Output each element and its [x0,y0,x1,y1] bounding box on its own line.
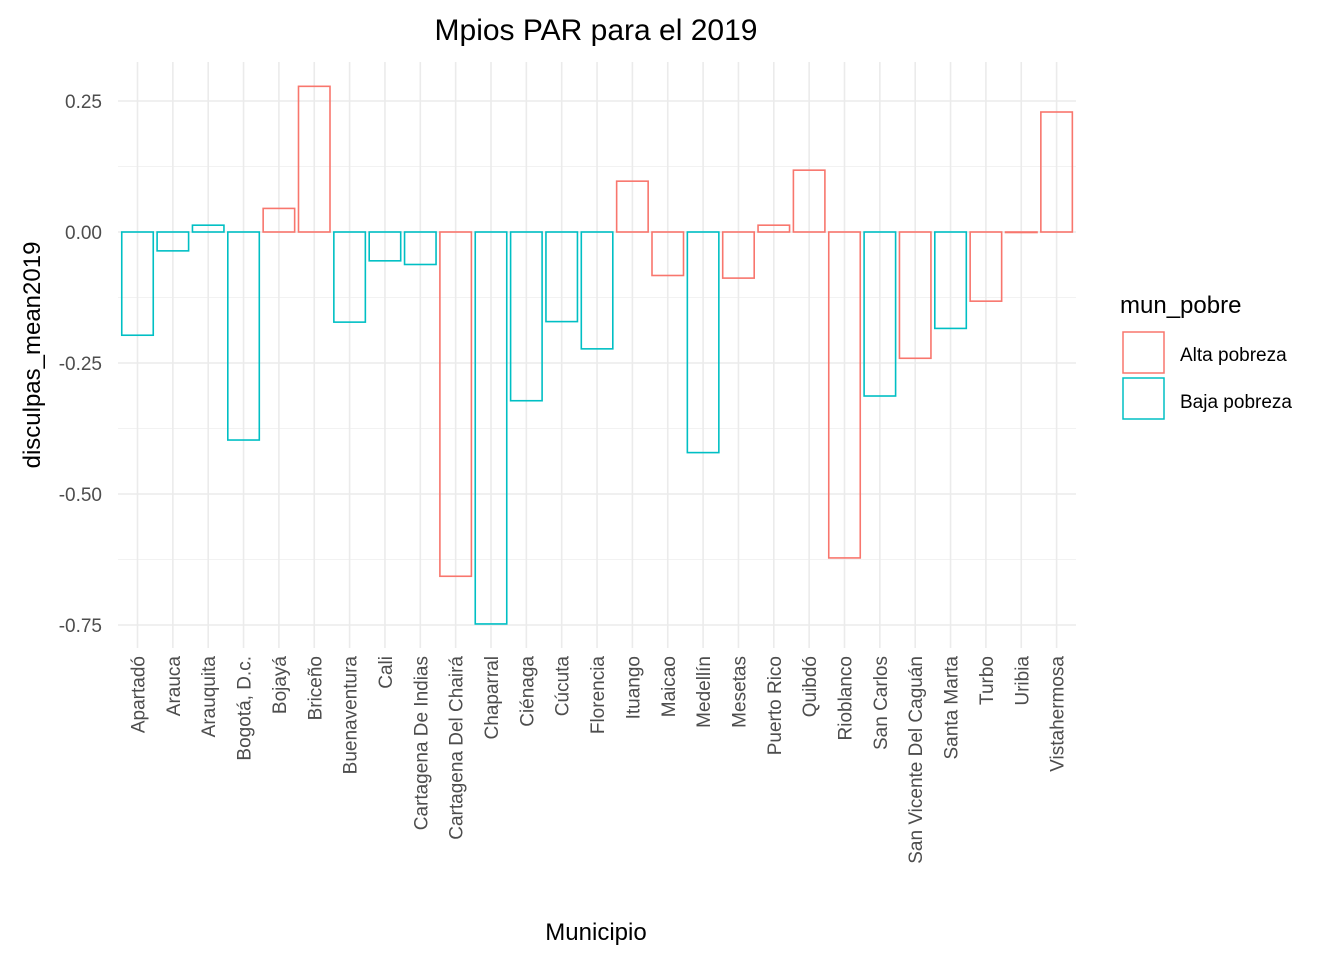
x-tick-label: Buenaventura [341,656,362,775]
y-tick-label: -0.75 [59,616,102,637]
y-tick-label: -0.50 [59,485,102,506]
y-tick-label: 0.25 [65,92,102,113]
x-tick-label: Medellín [694,656,715,728]
bar [439,231,473,578]
x-tick-label: Cartagena Del Chairá [447,656,468,840]
x-tick-label: Chaparral [482,656,503,739]
bar [509,231,543,402]
bars [120,85,1074,625]
legend-label-baja-pobreza: Baja pobreza [1180,392,1292,413]
chart-title: Mpios PAR para el 2019 [435,14,758,47]
y-axis-title: disculpas_mean2019 [19,242,46,469]
bar [403,231,437,266]
grid-major [118,62,1076,648]
bar [898,231,932,360]
bar [686,231,720,454]
x-tick-label: San Vicente Del Caguán [906,656,927,864]
x-tick-label: Maicao [659,656,680,717]
bar [227,231,261,441]
x-tick-label: Apartadó [129,656,150,733]
x-tick-label: Briceño [305,656,326,720]
x-tick-label: Cali [376,656,397,689]
x-tick-label: Bogotá, D.c. [235,656,256,761]
x-tick-label: San Carlos [871,656,892,750]
x-axis-title: Municipio [545,919,646,946]
legend-title: mun_pobre [1120,292,1241,319]
bar [545,231,579,323]
legend-key-alta-pobreza [1122,331,1165,374]
bar [156,231,190,252]
x-tick-label: Bojayá [270,656,291,715]
bar [333,231,367,323]
legend: mun_pobre Alta pobreza Baja pobreza [1120,292,1292,420]
bar [191,224,225,233]
x-tick-label: Rioblanco [836,656,857,741]
y-tick-label: 0.00 [65,223,102,244]
x-tick-label: Arauca [164,656,185,717]
x-tick-labels: Apartadó Arauca Arauquita Bogotá, D.c. Bojay… [129,656,1069,864]
bar [474,231,508,625]
x-tick-label: Turbo [977,656,998,705]
x-tick-label: Cúcuta [553,656,574,717]
legend-key-baja-pobreza [1122,377,1165,420]
x-tick-label: Uribia [1012,656,1033,706]
bar [721,231,756,279]
legend-label-alta-pobreza: Alta pobreza [1180,345,1287,366]
x-tick-label: Vistahermosa [1048,656,1069,772]
bar [120,231,155,337]
bar [615,180,649,233]
x-tick-label: Puerto Rico [765,656,786,755]
bar [580,231,614,350]
bar [863,231,897,397]
bar [297,85,331,233]
x-tick-label: Santa Marta [942,656,963,760]
bar [933,231,968,330]
bar [757,224,791,233]
bar [1004,231,1038,234]
x-tick-label: Ciénaga [517,656,538,727]
x-tick-label: Quibdó [800,656,821,717]
bar [651,231,685,277]
bar [1040,111,1074,233]
bar [827,231,862,559]
x-tick-label: Cartagena De Indias [411,656,432,830]
x-tick-label: Ituango [623,656,644,719]
y-tick-labels: 0.25 0.00 -0.25 -0.50 -0.75 [59,92,102,637]
bar [262,207,296,233]
bar [969,231,1003,302]
bar [368,231,402,262]
bar [792,169,826,233]
x-tick-label: Florencia [588,656,609,735]
x-tick-label: Arauquita [199,656,220,738]
x-tick-label: Mesetas [729,656,750,728]
y-tick-label: -0.25 [59,354,102,375]
